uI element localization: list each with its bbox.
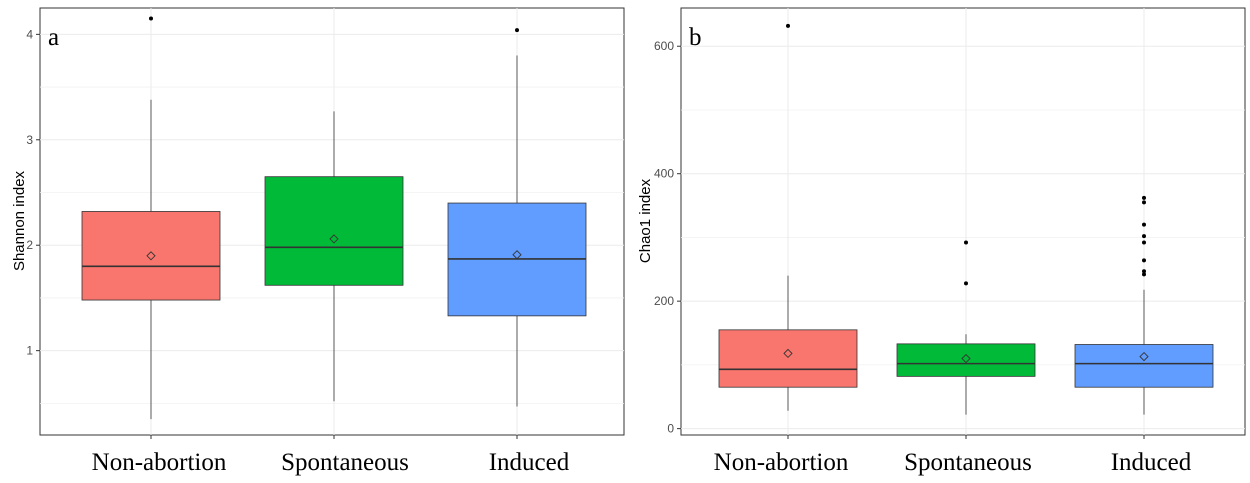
panel-b-box-1-outlier-0 [964, 281, 968, 286]
panel-a-box-2-outlier-0 [515, 28, 519, 33]
panel-a-y-tick-label-1: 2 [26, 238, 33, 252]
panel-b-y-ticks: 0 200 400 600 [654, 39, 1145, 439]
panel-b-box-2-mean-marker [1139, 351, 1149, 362]
panel-b-y-tick-label-2: 400 [654, 167, 674, 181]
panel-b-box-1-outlier-1 [964, 240, 968, 245]
panel-b-box-2-iqr [1074, 344, 1214, 388]
panel-b-box-2-outlier-0 [1142, 272, 1146, 277]
panel-a: 1 2 3 4 a Shannon index Non-abortion Sponta… [11, 7, 625, 476]
panel-b: 0 200 400 600 b Chao1 index Non-abortion Sp… [637, 7, 1246, 476]
panel-a-x-tick-label-0: Non-abortion [92, 449, 227, 476]
panel-b-y-tick-label-1: 200 [654, 294, 674, 308]
panel-b-box-1-mean-marker [961, 353, 971, 364]
panel-a-box-1-iqr [264, 176, 404, 286]
panel-b-box-2-outlier-6 [1142, 200, 1146, 205]
panel-b-box-0-iqr [718, 329, 858, 388]
panel-b-boxes [718, 23, 1214, 415]
panel-b-y-tick-label-0: 0 [667, 422, 674, 436]
panel-a-y-ticks: 1 2 3 4 [26, 27, 518, 439]
panel-a-y-tick-label-3: 4 [26, 27, 33, 41]
panel-b-y-tick-label-3: 600 [654, 39, 674, 53]
panel-b-box-2-outlier-5 [1142, 222, 1146, 227]
panel-a-x-tick-label-2: Induced [489, 449, 570, 476]
panel-a-box-0-outlier-0 [149, 16, 153, 21]
panel-b-box-0-outlier-0 [786, 23, 790, 28]
panel-b-x-tick-label-2: Induced [1111, 449, 1192, 476]
panel-a-x-tick-label-1: Spontaneous [281, 449, 409, 476]
panel-a-box-0-mean-marker [146, 251, 156, 261]
panel-b-x-tick-label-0: Non-abortion [714, 449, 849, 476]
panel-a-box-2-mean-marker [512, 250, 522, 260]
panel-b-box-0-mean-marker [783, 348, 793, 359]
panel-b-box-2-outlier-3 [1142, 240, 1146, 245]
panel-a-box-1-mean-marker [329, 234, 339, 244]
panel-a-box-0-iqr [81, 211, 221, 301]
panel-b-y-axis-title: Chao1 index [637, 178, 654, 263]
panel-a-y-axis-title: Shannon index [11, 170, 28, 271]
panel-b-box-2-outlier-4 [1142, 234, 1146, 239]
panel-b-label: b [689, 24, 702, 51]
panel-a-y-tick-label-0: 1 [26, 344, 33, 358]
panel-a-label: a [48, 24, 59, 51]
panel-b-x-tick-label-1: Spontaneous [904, 449, 1032, 476]
panel-b-box-1-iqr [896, 343, 1036, 377]
panel-b-box-2-outlier-7 [1142, 195, 1146, 200]
panel-b-box-2-outlier-2 [1142, 258, 1146, 263]
panel-a-boxes [81, 16, 587, 420]
panel-b-box-2-outlier-1 [1142, 269, 1146, 274]
panel-a-y-tick-label-2: 3 [26, 133, 33, 147]
